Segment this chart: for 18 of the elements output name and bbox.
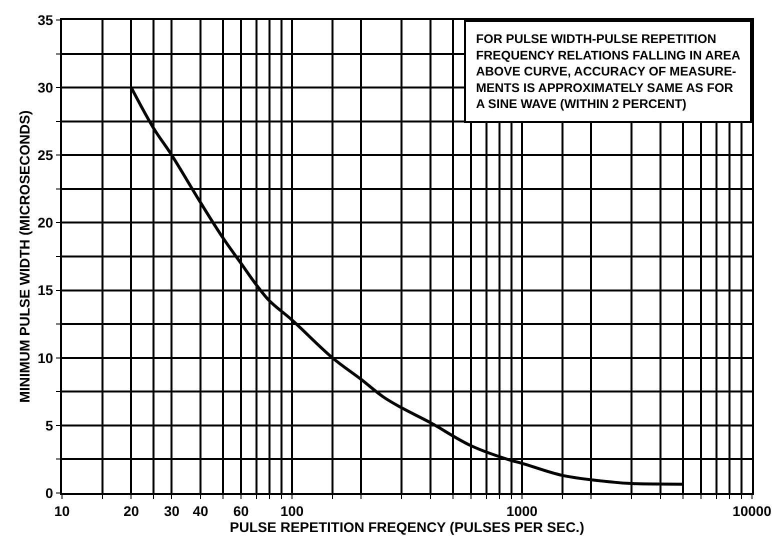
x-tick-label: 60 <box>233 502 249 519</box>
y-tick-label: 35 <box>38 12 54 28</box>
annotation: FOR PULSE WIDTH-PULSE REPETITION FREQUENCY RELATIONS FALLING IN AREA ABOVE CURVE, ACCURACY OF MEASURE- MENTS IS APPROXIMATELY SAME AS FOR A SINE WAVE (WITHIN 2 PERCENT) <box>476 32 740 111</box>
x-tick-label: 30 <box>164 502 180 519</box>
y-axis-title: MINIMUM PULSE WIDTH (MICROSECONDS) <box>16 110 33 403</box>
x-tick-label: 10000 <box>732 502 772 519</box>
x-tick-label: 20 <box>123 502 140 519</box>
x-axis-title: PULSE REPETITION FREQENCY (PULSES PER SEC.) <box>230 518 584 535</box>
y-tick-label: 0 <box>45 484 54 501</box>
y-tick-label: 20 <box>38 214 54 231</box>
y-tick-label: 5 <box>45 417 54 434</box>
y-tick-label: 25 <box>38 147 54 164</box>
y-tick-label: 15 <box>38 282 54 298</box>
x-tick-label: 100 <box>280 502 304 519</box>
x-tick-label: 1000 <box>506 502 538 519</box>
y-tick-label: 10 <box>38 350 54 366</box>
x-tick-label: 40 <box>192 502 208 519</box>
y-tick-label: 30 <box>38 79 54 96</box>
